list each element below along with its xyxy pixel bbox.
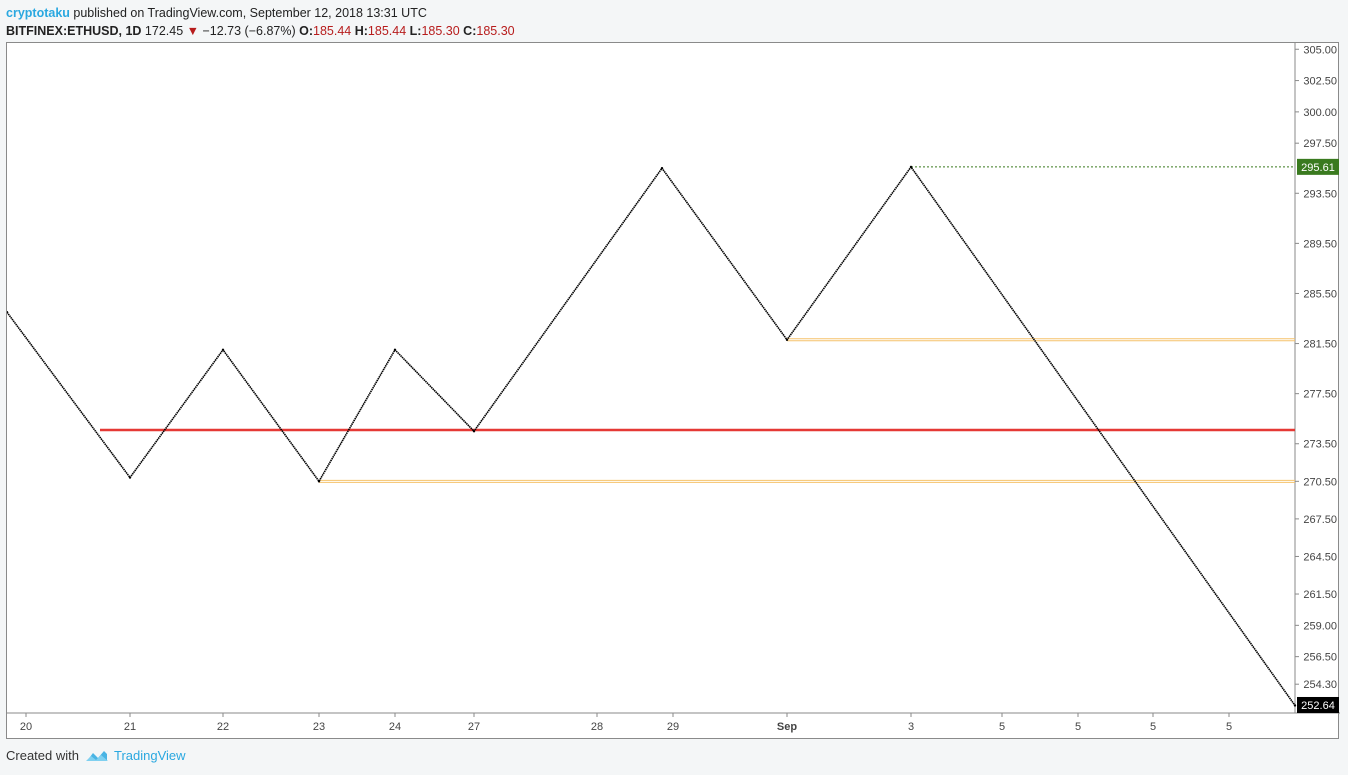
y-tick-label: 289.50: [1303, 238, 1337, 250]
x-tick-label: 21: [124, 721, 136, 733]
price-line: [7, 165, 1296, 706]
price-point: [909, 165, 913, 169]
price-point: [128, 476, 132, 479]
y-tick-label: 302.50: [1303, 76, 1337, 88]
low-label: L:: [409, 24, 422, 38]
publish-info: published on TradingView.com, September …: [73, 6, 427, 20]
y-tick-label: 264.50: [1303, 551, 1337, 563]
created-with-label: Created with: [6, 748, 79, 763]
chart-area[interactable]: 305.00 302.50 300.00 297.50 293.50 289.50 285.…: [6, 42, 1340, 740]
x-tick-label: 24: [389, 721, 401, 733]
y-tick-label: 256.50: [1303, 652, 1337, 664]
down-arrow-icon: ▼: [186, 24, 200, 38]
open-label: O:: [299, 24, 313, 38]
x-tick-label: 3: [908, 721, 914, 733]
y-tick-label: 254.30: [1303, 679, 1337, 691]
y-tick-label: 270.50: [1303, 476, 1337, 488]
y-tick-label: 305.00: [1303, 44, 1337, 56]
low-value: 185.30: [421, 24, 460, 38]
y-tick-label: 297.50: [1303, 138, 1337, 150]
open-value: 185.44: [313, 24, 352, 38]
price-point: [785, 338, 789, 342]
x-tick-label: 20: [20, 721, 32, 733]
y-tick-label: 259.00: [1303, 620, 1337, 632]
high-label: H:: [354, 24, 368, 38]
tradingview-logo-icon: [85, 750, 108, 761]
chart-header: cryptotaku published on TradingView.com,…: [6, 4, 515, 40]
footer: Created with TradingView: [6, 748, 186, 763]
y-tick-label: 273.50: [1303, 439, 1337, 451]
last-price: 172.45: [144, 24, 184, 38]
price-change: −12.73 (−6.87%): [202, 24, 296, 38]
price-chart[interactable]: 305.00 302.50 300.00 297.50 293.50 289.50 285.…: [7, 43, 1340, 740]
author-link[interactable]: cryptotaku: [6, 6, 70, 20]
publish-line: cryptotaku published on TradingView.com,…: [6, 4, 515, 22]
tradingview-brand: TradingView: [113, 748, 186, 763]
price-point: [1293, 704, 1297, 707]
x-tick-label: Sep: [777, 721, 797, 733]
close-label: C:: [463, 24, 477, 38]
price-point: [660, 167, 664, 170]
x-tick-label: 28: [591, 721, 603, 733]
tradingview-link[interactable]: TradingView: [85, 748, 186, 763]
close-value: 185.30: [476, 24, 515, 38]
y-tick-label: 300.00: [1303, 107, 1337, 119]
price-point: [393, 348, 397, 352]
x-tick-label: 23: [313, 721, 325, 733]
x-tick-label: 29: [667, 721, 679, 733]
y-tick-label: 281.50: [1303, 339, 1337, 351]
y-tick-label: 277.50: [1303, 389, 1337, 401]
y-tick-label: 261.50: [1303, 589, 1337, 601]
x-tick-label: 22: [217, 721, 229, 733]
x-tick-label: 5: [1150, 721, 1156, 733]
price-point: [317, 480, 321, 483]
price-point: [221, 348, 225, 352]
x-tick-label: 5: [999, 721, 1005, 733]
x-tick-label: 27: [468, 721, 480, 733]
y-tick-label: 285.50: [1303, 288, 1337, 300]
resistance-price-tag-label: 295.61: [1301, 162, 1335, 174]
y-tick-label: 293.50: [1303, 188, 1337, 200]
symbol-line: BITFINEX:ETHUSD, 1D 172.45 ▼ −12.73 (−6.…: [6, 22, 515, 40]
x-tick-label: 5: [1075, 721, 1081, 733]
symbol-label: BITFINEX:ETHUSD, 1D: [6, 24, 142, 38]
last-price-tag-label: 252.64: [1301, 700, 1335, 712]
resistance-price-tag: [1297, 158, 1339, 175]
high-value: 185.44: [367, 24, 407, 38]
x-tick-label: 5: [1226, 721, 1232, 733]
price-point: [7, 311, 9, 314]
last-price-tag: [1297, 696, 1339, 713]
y-tick-label: 267.50: [1303, 514, 1337, 526]
price-point: [472, 430, 476, 433]
